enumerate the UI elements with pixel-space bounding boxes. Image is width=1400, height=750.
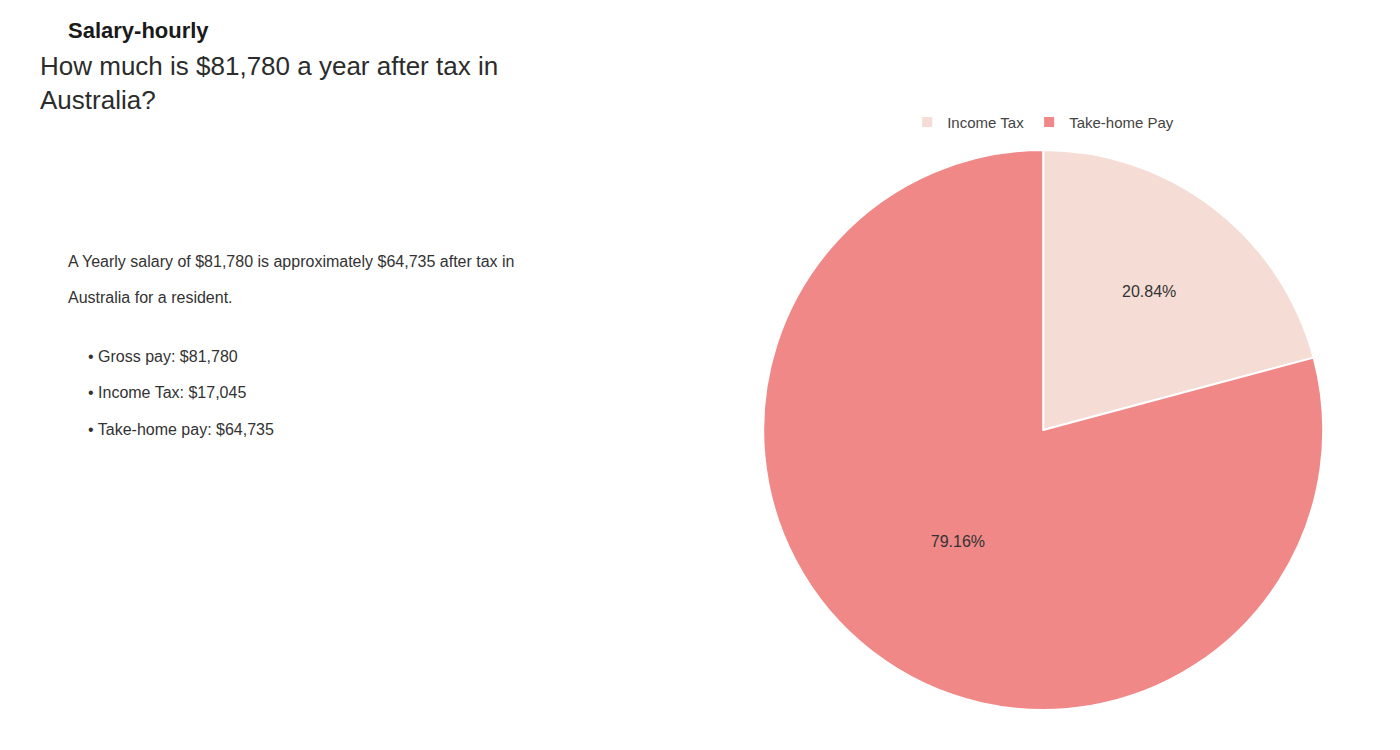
svg-text:Income Tax: Income Tax	[947, 114, 1024, 131]
svg-text:Take-home Pay: Take-home Pay	[1069, 114, 1174, 131]
svg-text:• Take-home pay: $64,735: • Take-home pay: $64,735	[88, 421, 274, 438]
svg-text:Salary-hourly: Salary-hourly	[68, 18, 209, 43]
svg-text:How much is $81,780 a year aft: How much is $81,780 a year after tax inA…	[40, 51, 498, 115]
svg-text:79.16%: 79.16%	[931, 533, 985, 550]
svg-text:20.84%: 20.84%	[1122, 283, 1176, 300]
svg-text:Australia for a resident.: Australia for a resident.	[68, 289, 233, 306]
svg-text:• Income Tax: $17,045: • Income Tax: $17,045	[88, 384, 246, 401]
svg-text:A Yearly salary of $81,780 is: A Yearly salary of $81,780 is approximat…	[68, 253, 515, 270]
svg-text:• Gross pay: $81,780: • Gross pay: $81,780	[88, 348, 238, 365]
